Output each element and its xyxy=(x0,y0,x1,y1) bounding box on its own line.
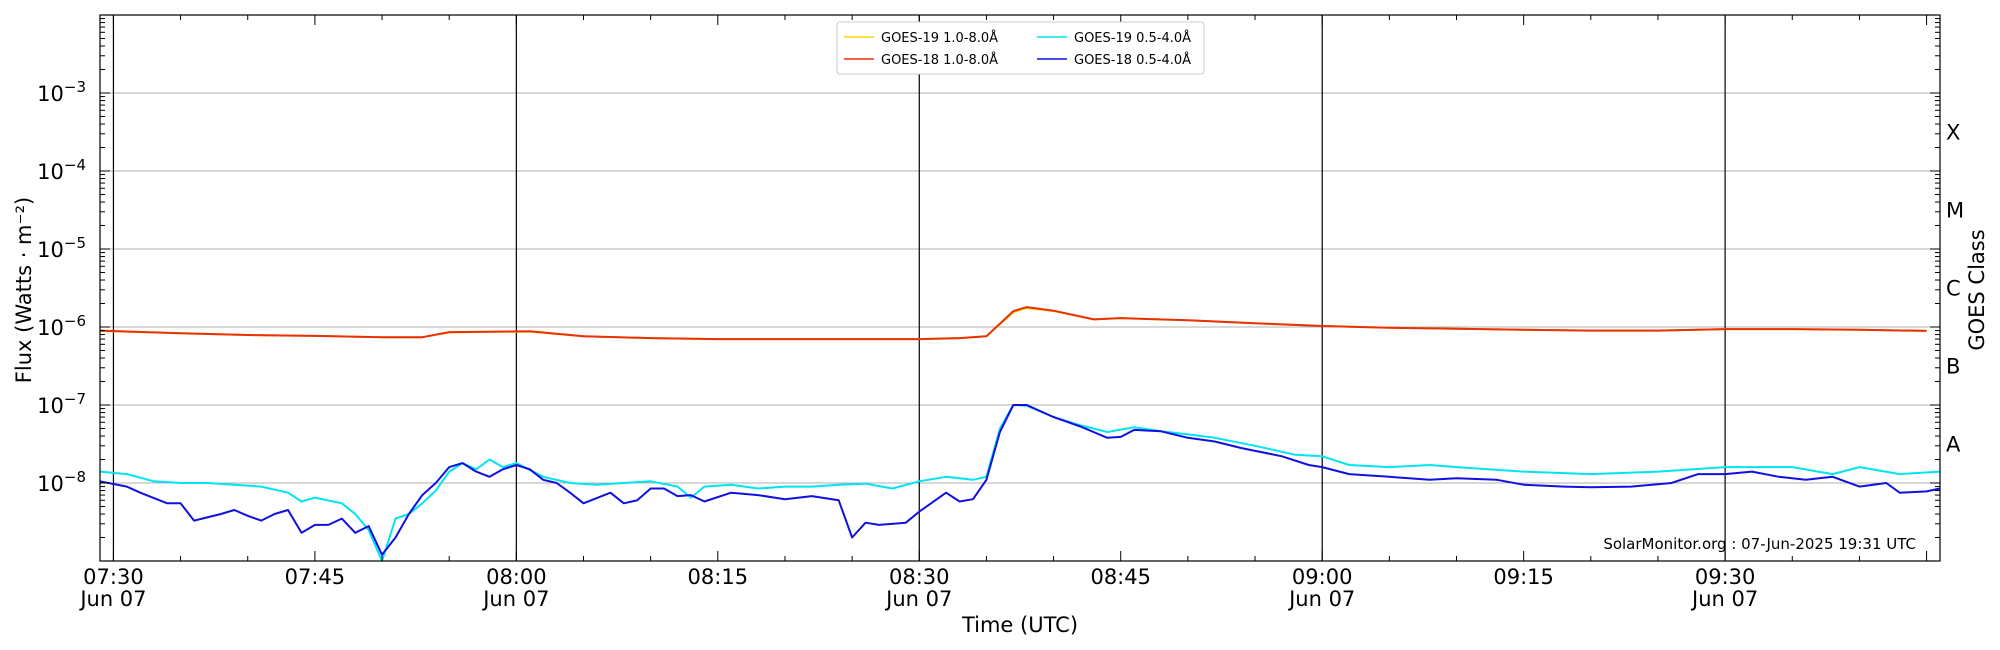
x-axis-title: Time (UTC) xyxy=(961,613,1078,637)
y-tick-exponent: −3 xyxy=(64,78,86,96)
goes-class-label: A xyxy=(1946,433,1961,457)
y-tick-exponent: −5 xyxy=(64,234,86,252)
legend-label: GOES-19 0.5-4.0Å xyxy=(1074,30,1191,46)
y-tick-base: 10 xyxy=(37,238,64,262)
y2-axis-title: GOES Class xyxy=(1965,229,1989,350)
x-tick-sublabel: Jun 07 xyxy=(1690,587,1758,611)
y-tick-base: 10 xyxy=(37,394,64,418)
legend: GOES-19 1.0-8.0Å GOES-18 1.0-8.0Å GOES-19 … xyxy=(836,21,1205,75)
y-tick-exponent: −4 xyxy=(64,156,86,174)
series-lines xyxy=(99,306,1941,562)
y-tick-label: 10−3 xyxy=(37,78,86,106)
x-tick-sublabel: Jun 07 xyxy=(481,587,549,611)
legend-label: GOES-18 1.0-8.0Å xyxy=(881,52,998,68)
x-tick-label: 07:30 xyxy=(83,565,144,589)
legend-box xyxy=(836,21,1205,75)
x-tick-label: 08:45 xyxy=(1090,565,1151,589)
x-tick-sublabel: Jun 07 xyxy=(78,587,146,611)
x-tick-label: 07:45 xyxy=(285,565,346,589)
x-tick-label: 08:30 xyxy=(889,565,950,589)
series-line-1 xyxy=(99,306,1927,341)
y-tick-exponent: −7 xyxy=(64,390,86,408)
y-tick-exponent: −6 xyxy=(64,312,86,330)
goes-class-label: B xyxy=(1946,355,1960,379)
grid-lines xyxy=(100,15,1940,561)
x-tick-label: 08:15 xyxy=(688,565,749,589)
x-tick-label: 09:15 xyxy=(1493,565,1554,589)
plot-background xyxy=(100,15,1940,561)
y-tick-label: 10−7 xyxy=(37,390,86,418)
y-tick-exponent: −8 xyxy=(64,468,86,486)
x-tick-sublabel: Jun 07 xyxy=(884,587,952,611)
y-tick-base: 10 xyxy=(37,160,64,184)
goes-class-label: M xyxy=(1946,199,1964,223)
y-tick-label: 10−8 xyxy=(37,468,86,496)
legend-label: GOES-18 0.5-4.0Å xyxy=(1074,52,1191,68)
credit-text: SolarMonitor.org : 07-Jun-2025 19:31 UTC xyxy=(1603,535,1916,553)
y-tick-label: 10−6 xyxy=(37,312,86,340)
x-tick-label: 08:00 xyxy=(486,565,547,589)
plot-frame xyxy=(99,14,1941,562)
goes-class-label: C xyxy=(1946,277,1961,301)
x-tick-sublabel: Jun 07 xyxy=(1287,587,1355,611)
legend-label: GOES-19 1.0-8.0Å xyxy=(881,30,998,46)
goes-class-label: X xyxy=(1946,121,1960,145)
y-tick-base: 10 xyxy=(37,82,64,106)
y-tick-base: 10 xyxy=(37,472,64,496)
y-tick-label: 10−5 xyxy=(37,234,86,262)
x-tick-label: 09:30 xyxy=(1695,565,1756,589)
y-tick-label: 10−4 xyxy=(37,156,86,184)
series-line-3 xyxy=(99,404,1941,556)
series-line-2 xyxy=(99,404,1941,562)
y-tick-base: 10 xyxy=(37,316,64,340)
y-axis-title: Flux (Watts · m⁻²) xyxy=(12,197,36,383)
x-tick-label: 09:00 xyxy=(1292,565,1353,589)
